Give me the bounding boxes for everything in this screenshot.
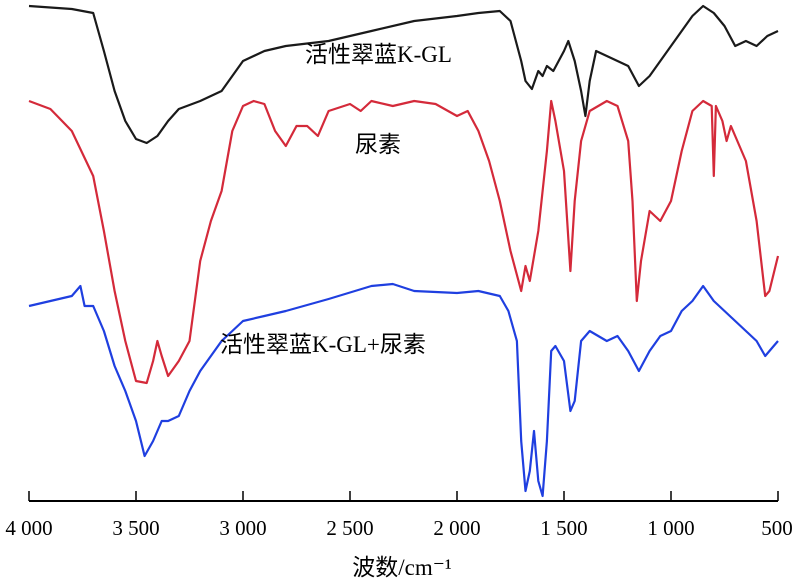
x-tick-label: 1 500	[540, 516, 587, 540]
x-tick-label: 4 000	[5, 516, 52, 540]
x-axis-label: 波数/cm⁻¹	[352, 555, 452, 580]
x-tick-label: 500	[761, 516, 793, 540]
series-label-mixture: 活性翠蓝K-GL+尿素	[220, 332, 426, 357]
series-line-0	[28, 4, 779, 145]
series-layer	[28, 4, 780, 498]
x-tick-label: 2 500	[326, 516, 373, 540]
x-tick-label: 3 500	[112, 516, 159, 540]
series-label-dye: 活性翠蓝K-GL	[305, 42, 452, 67]
x-tick-label: 1 000	[647, 516, 694, 540]
series-line-1	[28, 99, 780, 385]
series-label-urea: 尿素	[355, 132, 401, 157]
x-tick-label: 2 000	[433, 516, 480, 540]
series-line-2	[28, 282, 779, 498]
x-axis-ticks: 4 000 3 500 3 000 2 500 2 000 1 500 1 000 500	[5, 491, 793, 540]
x-tick-label: 3 000	[219, 516, 266, 540]
